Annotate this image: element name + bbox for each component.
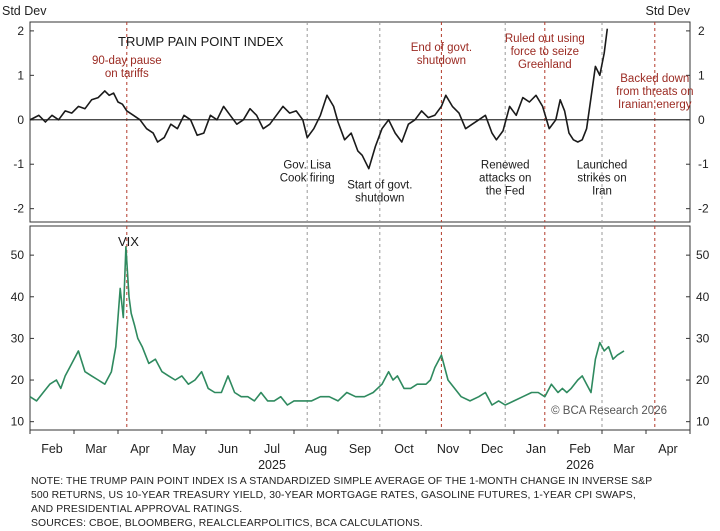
pain-right-tick-label: 1 bbox=[698, 68, 705, 82]
vix-right-tick-label: 40 bbox=[696, 290, 710, 304]
pain-left-tick-label: 0 bbox=[17, 113, 24, 127]
pain-right-tick-label: 2 bbox=[698, 24, 705, 38]
event-annotation-1: on tariffs bbox=[105, 68, 149, 80]
vix-right-tick-label: 30 bbox=[696, 331, 710, 345]
note-line-1: NOTE: THE TRUMP PAIN POINT INDEX IS A ST… bbox=[31, 476, 653, 487]
vix-line bbox=[29, 246, 625, 406]
event-annotation-1: 90-day pause bbox=[92, 55, 162, 67]
event-annotation-4: End of govt. bbox=[411, 42, 472, 54]
x-tick-label: Oct bbox=[394, 442, 414, 456]
note-line-2: 500 RETURNS, US 10-YEAR TREASURY YIELD, … bbox=[31, 490, 636, 501]
pain-left-tick-label: -2 bbox=[13, 202, 24, 216]
vix-panel-title: VIX bbox=[118, 234, 139, 249]
pain-left-tick-label: -1 bbox=[13, 157, 24, 171]
note-line-3: AND PRESIDENTIAL APPROVAL RATINGS. bbox=[31, 504, 243, 515]
vix-right-tick-label: 10 bbox=[696, 415, 710, 429]
event-annotation-8: from threats on bbox=[616, 86, 693, 98]
event-annotation-6: Ruled out using bbox=[505, 33, 585, 45]
event-annotation-5: Renewed bbox=[481, 160, 530, 172]
vix-panel-frame bbox=[29, 225, 691, 431]
x-tick-label: Apr bbox=[658, 442, 677, 456]
x-tick-label: Nov bbox=[437, 442, 460, 456]
chart-note: NOTE: THE TRUMP PAIN POINT INDEX IS A ST… bbox=[31, 475, 652, 531]
event-annotation-4: shutdown bbox=[417, 55, 466, 67]
vix-right-tick-label: 20 bbox=[696, 373, 710, 387]
bca-watermark: © BCA Research 2026 bbox=[551, 405, 667, 417]
pain-index-line bbox=[29, 28, 609, 170]
event-annotation-3: Start of govt. bbox=[347, 180, 412, 192]
x-tick-label: Jan bbox=[526, 442, 546, 456]
vix-right-tick-label: 50 bbox=[696, 248, 710, 262]
vix-left-tick-label: 40 bbox=[11, 290, 25, 304]
event-annotation-6: Greenland bbox=[518, 59, 572, 71]
event-annotation-5: the Fed bbox=[486, 186, 525, 198]
x-tick-label: May bbox=[172, 442, 196, 456]
x-tick-label: Feb bbox=[569, 442, 591, 456]
event-annotation-8: Backed down bbox=[620, 73, 689, 85]
event-annotation-8: Iranian energy bbox=[618, 99, 692, 111]
event-annotation-2: Cook firing bbox=[280, 173, 335, 185]
event-annotation-7: Launched bbox=[577, 160, 628, 172]
vix-left-tick-label: 30 bbox=[11, 331, 25, 345]
vix-left-tick-label: 10 bbox=[11, 415, 25, 429]
pain-right-tick-label: -2 bbox=[698, 202, 709, 216]
left-unit-label: Std Dev bbox=[2, 4, 47, 18]
x-tick-label: Mar bbox=[85, 442, 107, 456]
event-annotation-5: attacks on bbox=[479, 173, 531, 185]
pain-right-tick-label: 0 bbox=[698, 113, 705, 127]
x-tick-label: Apr bbox=[130, 442, 149, 456]
x-year-label: 2025 bbox=[258, 458, 286, 472]
pain-right-tick-label: -1 bbox=[698, 157, 709, 171]
pain-panel-title: TRUMP PAIN POINT INDEX bbox=[118, 34, 284, 49]
event-annotation-7: strikes on bbox=[577, 173, 626, 185]
x-tick-label: Aug bbox=[305, 442, 327, 456]
x-tick-label: Sep bbox=[349, 442, 371, 456]
event-annotation-7: Iran bbox=[592, 186, 612, 198]
note-sources: SOURCES: CBOE, BLOOMBERG, REALCLEARPOLIT… bbox=[31, 518, 423, 529]
event-annotation-6: force to seize bbox=[511, 46, 579, 58]
x-tick-label: Feb bbox=[41, 442, 63, 456]
x-tick-label: Mar bbox=[613, 442, 635, 456]
pain-left-tick-label: 1 bbox=[17, 68, 24, 82]
pain-panel-frame bbox=[29, 21, 691, 223]
pain-left-tick-label: 2 bbox=[17, 24, 24, 38]
x-year-label: 2026 bbox=[566, 458, 594, 472]
vix-left-tick-label: 20 bbox=[11, 373, 25, 387]
x-tick-label: Dec bbox=[481, 442, 503, 456]
event-annotation-3: shutdown bbox=[355, 193, 404, 205]
right-unit-label: Std Dev bbox=[645, 4, 690, 18]
x-tick-label: Jul bbox=[264, 442, 280, 456]
event-annotation-2: Gov. Lisa bbox=[283, 160, 331, 172]
vix-left-tick-label: 50 bbox=[11, 248, 25, 262]
x-tick-label: Jun bbox=[218, 442, 238, 456]
